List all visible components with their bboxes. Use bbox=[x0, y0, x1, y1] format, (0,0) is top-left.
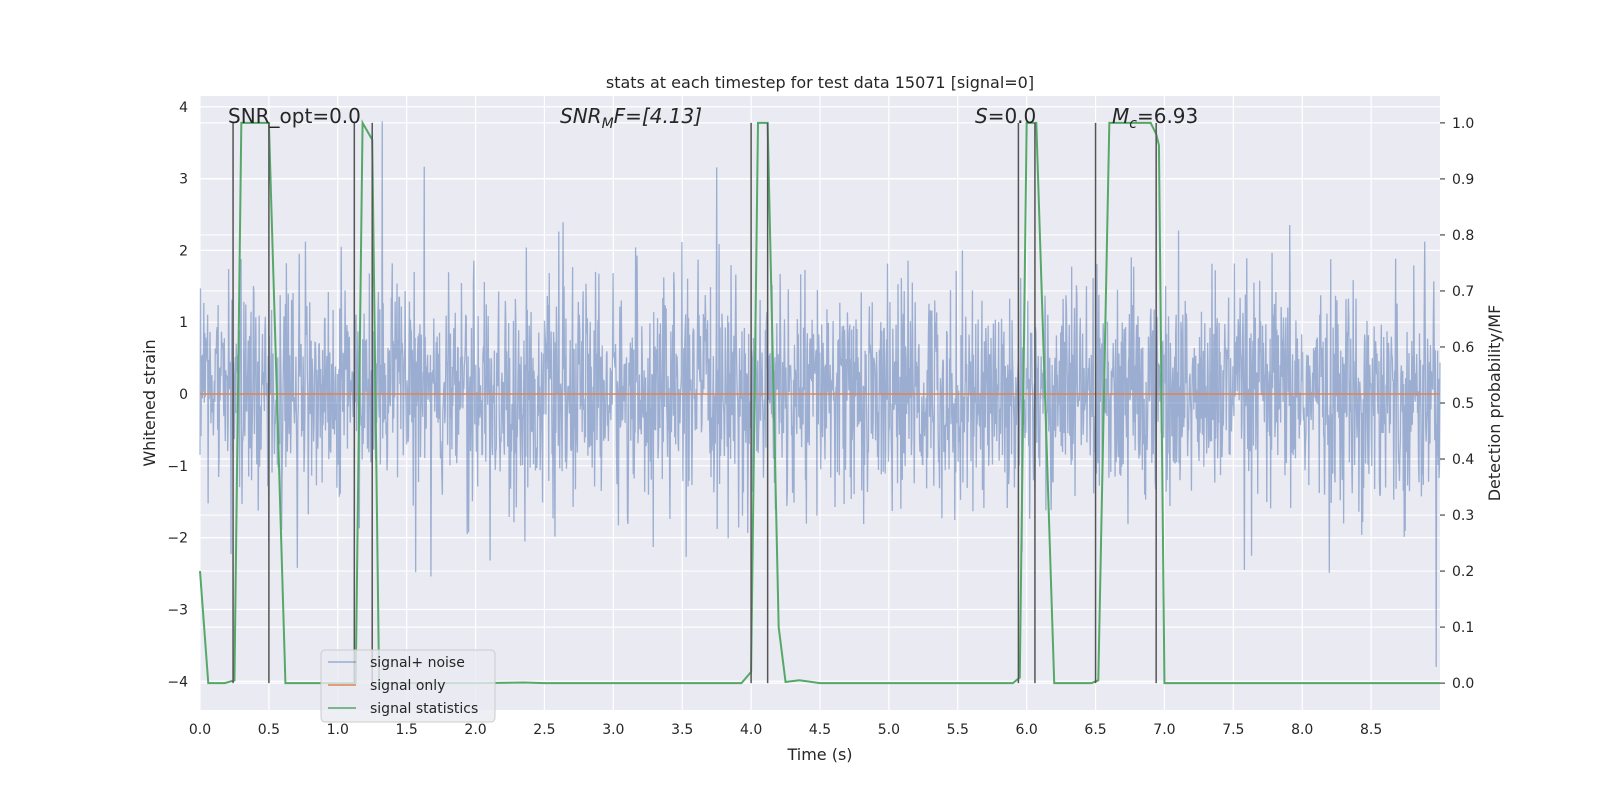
event-lines bbox=[232, 122, 1157, 684]
y2-tick-label: 0.9 bbox=[1452, 172, 1474, 188]
y2-tick-label: 0.8 bbox=[1452, 228, 1474, 244]
series-signal-noise bbox=[199, 121, 1441, 667]
x-tick-labels: 0.0 0.5 1.0 1.5 2.0 2.5 3.0 3.5 4.0 4.5 5.0 5.5 6.0 6… bbox=[189, 722, 1382, 738]
y-tick-label: −4 bbox=[167, 674, 188, 690]
y2-tick-label: 0.5 bbox=[1452, 396, 1474, 412]
annotation-mc: Mc=6.93 bbox=[1112, 104, 1198, 132]
x-tick-label: 6.5 bbox=[1084, 722, 1106, 738]
y-tick-label: 0 bbox=[179, 387, 188, 403]
x-tick-label: 8.0 bbox=[1291, 722, 1313, 738]
x-tick-label: 2.0 bbox=[464, 722, 486, 738]
legend-label-signal-noise: signal+ noise bbox=[370, 655, 465, 671]
x-tick-label: 0.0 bbox=[189, 722, 211, 738]
x-tick-label: 1.0 bbox=[327, 722, 349, 738]
y2-tick-label: 0.0 bbox=[1452, 676, 1474, 692]
y2-tick-label: 0.6 bbox=[1452, 340, 1474, 356]
legend-box bbox=[320, 649, 496, 723]
y-tick-label: 3 bbox=[179, 172, 188, 188]
y-tick-label: −2 bbox=[167, 531, 188, 547]
y2-tick-label: 0.2 bbox=[1452, 564, 1474, 580]
y2-tick-label: 1.0 bbox=[1452, 116, 1474, 132]
y-tick-labels: −4 −3 −2 −1 0 1 2 3 4 bbox=[167, 100, 188, 691]
y2-tick-labels: 0.0 0.1 0.2 0.3 0.4 0.5 0.6 0.7 0.8 0.9 1.0 bbox=[1452, 116, 1474, 692]
x-tick-label: 4.5 bbox=[809, 722, 831, 738]
y-tick-label: 1 bbox=[179, 315, 188, 331]
x-tick-label: 0.5 bbox=[258, 722, 280, 738]
y-axis-label: Whitened strain bbox=[140, 339, 159, 466]
x-axis-label: Time (s) bbox=[786, 745, 852, 764]
x-tick-label: 5.5 bbox=[947, 722, 969, 738]
x-tick-label: 8.5 bbox=[1360, 722, 1382, 738]
legend-label-signal-statistics: signal statistics bbox=[370, 701, 478, 717]
legend-label-signal-only: signal only bbox=[370, 678, 445, 694]
annotation-snr-mf: SNRMF=[4.13] bbox=[560, 104, 702, 132]
x-tick-label: 5.0 bbox=[878, 722, 900, 738]
legend: signal+ noise signal only signal statist… bbox=[320, 649, 496, 723]
x-tick-label: 3.0 bbox=[602, 722, 624, 738]
y-tick-label: −3 bbox=[167, 602, 188, 618]
x-tick-label: 7.5 bbox=[1222, 722, 1244, 738]
y2-tick-label: 0.1 bbox=[1452, 620, 1474, 636]
y-tick-label: 4 bbox=[179, 100, 188, 116]
y2-tick-label: 0.3 bbox=[1452, 508, 1474, 524]
x-tick-label: 2.5 bbox=[533, 722, 555, 738]
y-tick-label: 2 bbox=[179, 243, 188, 259]
annotation-s: S=0.0 bbox=[975, 104, 1036, 128]
y-tick-label: −1 bbox=[167, 459, 188, 475]
x-tick-label: 7.0 bbox=[1153, 722, 1175, 738]
y2-tick-label: 0.7 bbox=[1452, 284, 1474, 300]
x-tick-label: 4.0 bbox=[740, 722, 762, 738]
chart-title: stats at each timestep for test data 150… bbox=[606, 73, 1034, 92]
annotation-snr-opt: SNR_opt=0.0 bbox=[228, 104, 361, 128]
x-tick-label: 3.5 bbox=[671, 722, 693, 738]
x-tick-label: 6.0 bbox=[1016, 722, 1038, 738]
y2-tick-label: 0.4 bbox=[1452, 452, 1474, 468]
y2-axis-label: Detection probability/MF bbox=[1485, 305, 1504, 502]
noise-series bbox=[199, 121, 1441, 667]
x-tick-label: 1.5 bbox=[396, 722, 418, 738]
